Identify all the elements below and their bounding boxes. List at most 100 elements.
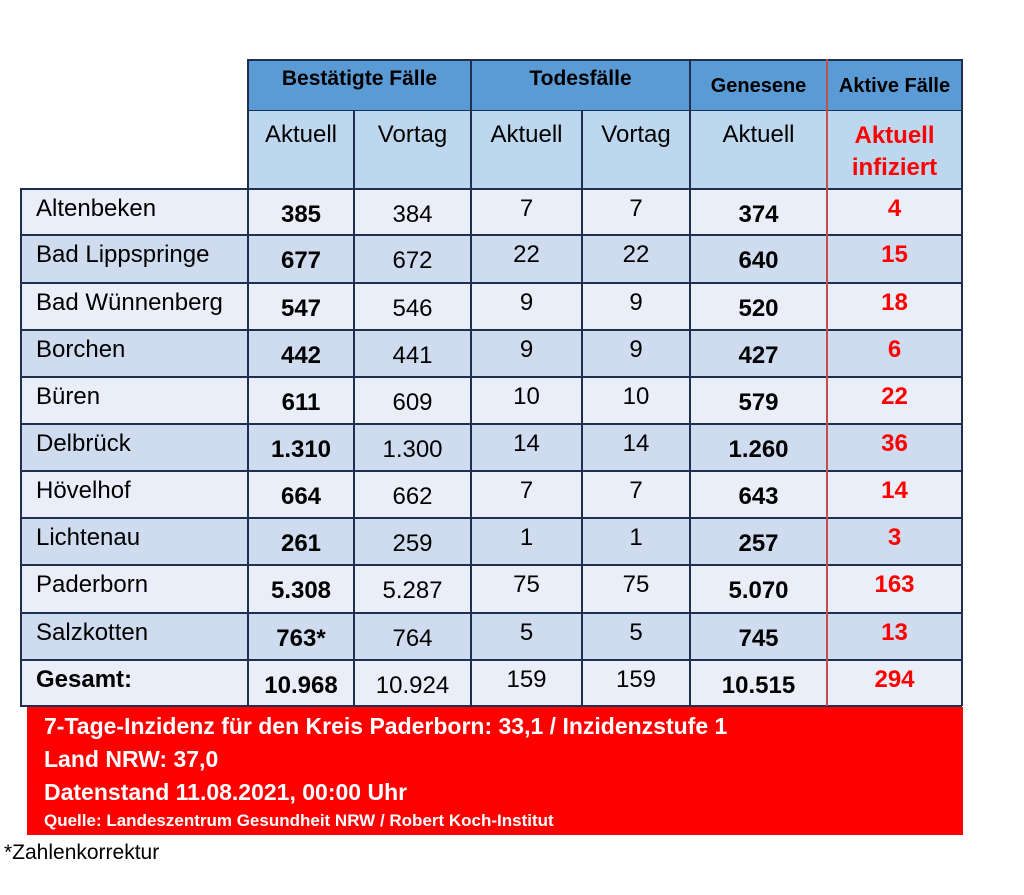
cell-b-vortag: 546 bbox=[354, 283, 471, 330]
cell-genesene: 1.260 bbox=[690, 424, 827, 471]
cell-b-aktuell: 664 bbox=[248, 471, 354, 518]
row-label: Paderborn bbox=[20, 565, 248, 613]
cell-b-vortag: 5.287 bbox=[354, 565, 471, 613]
grid-line-v bbox=[689, 59, 691, 706]
cell-aktive: 14 bbox=[827, 471, 962, 518]
cell-t-vortag: 9 bbox=[582, 330, 690, 377]
cell-b-vortag: 384 bbox=[354, 189, 471, 235]
row-label: Bad Lippspringe bbox=[20, 235, 248, 283]
grid-line-h bbox=[20, 470, 962, 472]
cell-b-aktuell: 442 bbox=[248, 330, 354, 377]
cell-b-aktuell: 763* bbox=[248, 613, 354, 660]
cell-t-vortag: 14 bbox=[582, 424, 690, 471]
cell-genesene: 643 bbox=[690, 471, 827, 518]
incidence-kreis-paderborn: 7-Tage-Inzidenz für den Kreis Paderborn:… bbox=[44, 713, 728, 739]
grid-line-v-red bbox=[826, 59, 828, 706]
row-label: Salzkotten bbox=[20, 613, 248, 660]
grid-line-v bbox=[20, 188, 22, 706]
cell-t-vortag: 159 bbox=[582, 660, 690, 706]
grid-line-h bbox=[20, 705, 962, 707]
grid-line-h bbox=[20, 234, 962, 236]
header-todesfaelle: Todesfälle bbox=[471, 60, 690, 111]
grid-line-v bbox=[353, 110, 355, 706]
cell-b-aktuell: 261 bbox=[248, 518, 354, 565]
cell-t-aktuell: 10 bbox=[471, 377, 582, 424]
cell-t-aktuell: 7 bbox=[471, 471, 582, 518]
cell-b-vortag: 764 bbox=[354, 613, 471, 660]
header-bestaetigte-faelle: Bestätigte Fälle bbox=[248, 60, 471, 111]
subheader-todesfaelle-vortag: Vortag bbox=[582, 111, 690, 189]
cell-b-aktuell: 1.310 bbox=[248, 424, 354, 471]
cell-t-vortag: 9 bbox=[582, 283, 690, 330]
cell-aktive: 22 bbox=[827, 377, 962, 424]
cell-t-vortag: 7 bbox=[582, 471, 690, 518]
cell-t-aktuell: 14 bbox=[471, 424, 582, 471]
grid-line-v bbox=[470, 59, 472, 706]
footnote: *Zahlenkorrektur bbox=[4, 841, 160, 864]
subheader-aktive-aktuell-infiziert: Aktuell infiziert bbox=[827, 111, 962, 189]
row-label: Bad Wünnenberg bbox=[20, 283, 248, 330]
cell-t-aktuell: 5 bbox=[471, 613, 582, 660]
cell-t-vortag: 22 bbox=[582, 235, 690, 283]
cell-b-vortag: 259 bbox=[354, 518, 471, 565]
cell-b-aktuell: 385 bbox=[248, 189, 354, 235]
cell-t-aktuell: 7 bbox=[471, 189, 582, 235]
grid-line-h bbox=[20, 564, 962, 566]
incidence-info-box: 7-Tage-Inzidenz für den Kreis Paderborn:… bbox=[27, 707, 963, 835]
cell-t-aktuell: 9 bbox=[471, 283, 582, 330]
cell-t-vortag: 5 bbox=[582, 613, 690, 660]
row-label: Gesamt: bbox=[20, 660, 248, 706]
grid-line-h bbox=[20, 612, 962, 614]
cell-t-aktuell: 9 bbox=[471, 330, 582, 377]
cell-b-aktuell: 10.968 bbox=[248, 660, 354, 706]
cell-aktive: 3 bbox=[827, 518, 962, 565]
grid-line-h bbox=[20, 659, 962, 661]
cell-genesene: 374 bbox=[690, 189, 827, 235]
row-label: Delbrück bbox=[20, 424, 248, 471]
cell-b-aktuell: 677 bbox=[248, 235, 354, 283]
cell-aktive: 4 bbox=[827, 189, 962, 235]
subheader-todesfaelle-aktuell: Aktuell bbox=[471, 111, 582, 189]
grid-line-h bbox=[20, 329, 962, 331]
cell-genesene: 745 bbox=[690, 613, 827, 660]
cell-b-vortag: 10.924 bbox=[354, 660, 471, 706]
cell-b-vortag: 1.300 bbox=[354, 424, 471, 471]
cell-b-vortag: 441 bbox=[354, 330, 471, 377]
subheader-bestaetigte-vortag: Vortag bbox=[354, 111, 471, 189]
row-label: Lichtenau bbox=[20, 518, 248, 565]
data-timestamp: Datenstand 11.08.2021, 00:00 Uhr bbox=[44, 779, 408, 805]
cell-b-vortag: 662 bbox=[354, 471, 471, 518]
grid-line-h bbox=[20, 376, 962, 378]
cell-b-aktuell: 547 bbox=[248, 283, 354, 330]
cell-t-aktuell: 22 bbox=[471, 235, 582, 283]
row-label: Altenbeken bbox=[20, 189, 248, 235]
data-source: Quelle: Landeszentrum Gesundheit NRW / R… bbox=[44, 811, 554, 830]
cell-b-vortag: 672 bbox=[354, 235, 471, 283]
grid-line-h bbox=[20, 423, 962, 425]
row-label: Hövelhof bbox=[20, 471, 248, 518]
row-label: Büren bbox=[20, 377, 248, 424]
cell-genesene: 579 bbox=[690, 377, 827, 424]
subheader-aktive-infiziert: infiziert bbox=[851, 154, 938, 181]
cell-t-vortag: 1 bbox=[582, 518, 690, 565]
cell-t-vortag: 10 bbox=[582, 377, 690, 424]
cell-genesene: 10.515 bbox=[690, 660, 827, 706]
grid-line-h bbox=[20, 282, 962, 284]
header-genesene: Genesene bbox=[690, 60, 827, 111]
grid-line-h bbox=[248, 110, 962, 111]
subheader-genesene-aktuell: Aktuell bbox=[690, 111, 827, 189]
incidence-land-nrw: Land NRW: 37,0 bbox=[44, 746, 219, 772]
grid-line-h bbox=[20, 188, 962, 190]
cell-genesene: 257 bbox=[690, 518, 827, 565]
cell-aktive: 18 bbox=[827, 283, 962, 330]
cell-t-aktuell: 75 bbox=[471, 565, 582, 613]
subheader-aktive-aktuell: Aktuell bbox=[854, 122, 935, 149]
cell-aktive: 15 bbox=[827, 235, 962, 283]
cell-t-vortag: 7 bbox=[582, 189, 690, 235]
grid-line-v bbox=[961, 59, 963, 706]
cell-aktive: 6 bbox=[827, 330, 962, 377]
cell-aktive: 13 bbox=[827, 613, 962, 660]
grid-line-v bbox=[247, 59, 249, 706]
cell-genesene: 640 bbox=[690, 235, 827, 283]
cell-t-aktuell: 1 bbox=[471, 518, 582, 565]
